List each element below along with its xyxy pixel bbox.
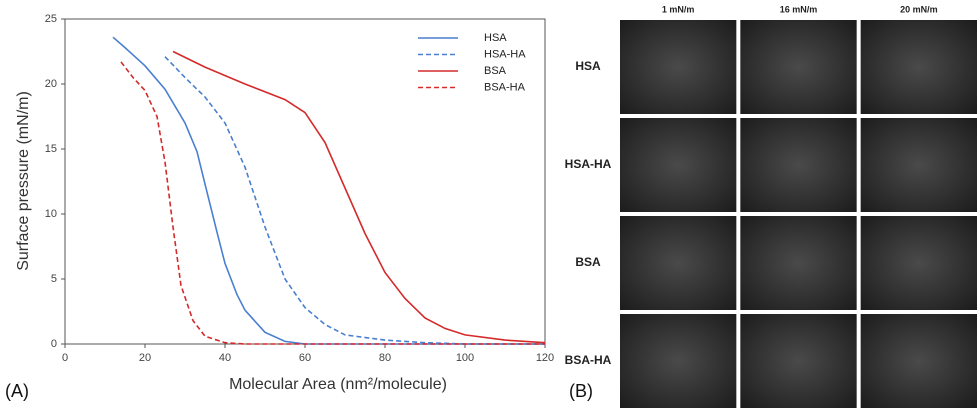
y-tick-label: 5 (51, 273, 57, 285)
microscopy-image (620, 20, 737, 114)
x-axis-label: Molecular Area (nm²/molecule) (229, 376, 447, 393)
column-label: 16 mN/m (780, 4, 818, 14)
x-tick-label: 120 (536, 352, 554, 364)
legend-label: HSA-HA (484, 48, 526, 60)
microscopy-image (740, 118, 857, 212)
row-label: BSA-HA (565, 353, 612, 367)
x-tick-label: 100 (456, 352, 474, 364)
column-label: 20 mN/m (900, 4, 938, 14)
panel-label: (B) (569, 381, 593, 401)
microscopy-image (740, 314, 857, 408)
microscopy-image (620, 314, 737, 408)
x-tick-label: 0 (62, 352, 68, 364)
microscopy-image (860, 118, 977, 212)
x-tick-label: 20 (139, 352, 151, 364)
plot-frame (64, 18, 546, 345)
microscopy-image (860, 314, 977, 408)
microscopy-image (860, 216, 977, 310)
panel-label: (A) (5, 381, 29, 401)
x-tick-label: 80 (379, 352, 391, 364)
row-label: HSA (575, 59, 601, 73)
legend-label: HSA (484, 32, 507, 44)
series-line (120, 61, 545, 345)
x-tick-label: 40 (219, 352, 231, 364)
microscopy-image (740, 20, 857, 114)
microscopy-image (860, 20, 977, 114)
y-tick-label: 20 (45, 78, 57, 90)
row-label: HSA-HA (565, 157, 612, 171)
microscopy-image (740, 216, 857, 310)
series-line (164, 56, 545, 345)
microscopy-image (620, 118, 737, 212)
y-tick-label: 15 (45, 143, 57, 155)
legend-label: BSA (484, 65, 507, 77)
y-axis-label: Surface pressure (mN/m) (15, 91, 32, 271)
series-line (172, 50, 546, 344)
x-tick-label: 60 (299, 352, 311, 364)
y-tick-label: 10 (45, 208, 57, 220)
y-tick-label: 25 (45, 13, 57, 25)
column-label: 1 mN/m (662, 4, 695, 14)
row-label: BSA (575, 255, 601, 269)
legend-label: BSA-HA (484, 81, 526, 93)
microscopy-image (620, 216, 737, 310)
y-tick-label: 0 (51, 338, 57, 350)
series-line (112, 36, 545, 345)
